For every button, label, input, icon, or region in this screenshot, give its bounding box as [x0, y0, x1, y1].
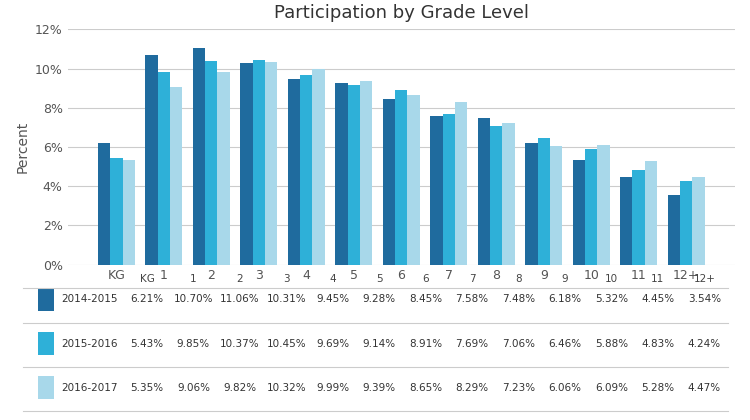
Text: 5.88%: 5.88% — [595, 339, 628, 349]
Bar — [146, 55, 158, 265]
Bar — [680, 181, 692, 265]
Text: 6.06%: 6.06% — [548, 383, 581, 393]
Bar — [300, 75, 313, 265]
Text: 9.06%: 9.06% — [177, 383, 210, 393]
Text: KG: KG — [140, 274, 154, 284]
Text: 9.45%: 9.45% — [316, 294, 350, 304]
Bar — [347, 85, 360, 265]
Text: 9.99%: 9.99% — [316, 383, 350, 393]
Bar — [217, 72, 229, 265]
Text: 11.06%: 11.06% — [220, 294, 260, 304]
Text: 7.23%: 7.23% — [502, 383, 535, 393]
Text: 6.09%: 6.09% — [595, 383, 628, 393]
Text: 10.31%: 10.31% — [266, 294, 306, 304]
Bar — [360, 81, 372, 265]
Bar — [122, 160, 135, 265]
Text: 7: 7 — [469, 274, 476, 284]
Text: 3: 3 — [283, 274, 290, 284]
FancyBboxPatch shape — [38, 288, 54, 311]
Text: 11: 11 — [651, 274, 664, 284]
Text: 7.06%: 7.06% — [502, 339, 535, 349]
Title: Participation by Grade Level: Participation by Grade Level — [274, 4, 529, 22]
Text: 2016-2017: 2016-2017 — [62, 383, 118, 393]
Text: 5.28%: 5.28% — [641, 383, 674, 393]
Text: 9.85%: 9.85% — [177, 339, 210, 349]
Bar — [395, 90, 407, 265]
Text: 5.43%: 5.43% — [130, 339, 164, 349]
Bar — [335, 83, 347, 265]
Bar — [550, 146, 562, 265]
Text: 6.18%: 6.18% — [548, 294, 581, 304]
Text: 10: 10 — [604, 274, 618, 284]
Bar — [240, 63, 253, 265]
Text: 8: 8 — [515, 274, 522, 284]
Bar — [668, 195, 680, 265]
Bar — [288, 79, 300, 265]
Bar — [620, 177, 632, 265]
FancyBboxPatch shape — [38, 376, 54, 399]
Text: 4.47%: 4.47% — [688, 383, 721, 393]
Text: 7.48%: 7.48% — [502, 294, 535, 304]
Text: 2014-2015: 2014-2015 — [62, 294, 118, 304]
Text: 6: 6 — [422, 274, 429, 284]
Bar — [253, 60, 265, 265]
Bar — [573, 160, 585, 265]
Text: 4.83%: 4.83% — [641, 339, 674, 349]
Bar — [585, 150, 597, 265]
Bar — [503, 123, 515, 265]
Bar — [193, 48, 206, 265]
Text: 6.21%: 6.21% — [130, 294, 164, 304]
Text: 10.32%: 10.32% — [266, 383, 306, 393]
Bar — [382, 99, 395, 265]
Text: 10.45%: 10.45% — [266, 339, 306, 349]
Bar — [98, 143, 110, 265]
Text: 4.45%: 4.45% — [641, 294, 674, 304]
Bar — [430, 116, 442, 265]
Bar — [692, 177, 705, 265]
Text: 9.14%: 9.14% — [362, 339, 396, 349]
Text: 3.54%: 3.54% — [688, 294, 721, 304]
Text: 4.24%: 4.24% — [688, 339, 721, 349]
Text: 7.69%: 7.69% — [455, 339, 489, 349]
Text: 5.32%: 5.32% — [595, 294, 628, 304]
Bar — [206, 61, 218, 265]
Bar — [538, 138, 550, 265]
Text: 9.39%: 9.39% — [362, 383, 396, 393]
Y-axis label: Percent: Percent — [15, 121, 29, 173]
Bar — [490, 126, 502, 265]
Bar — [525, 144, 538, 265]
Bar — [455, 102, 467, 265]
Text: 10.70%: 10.70% — [174, 294, 213, 304]
Text: 9.82%: 9.82% — [224, 383, 256, 393]
Bar — [313, 69, 325, 265]
Bar — [407, 95, 420, 265]
Text: 8.45%: 8.45% — [409, 294, 442, 304]
Text: 10.37%: 10.37% — [220, 339, 260, 349]
Text: 8.65%: 8.65% — [409, 383, 442, 393]
Text: 5: 5 — [376, 274, 382, 284]
Text: 9.69%: 9.69% — [316, 339, 350, 349]
Text: 5.35%: 5.35% — [130, 383, 164, 393]
Bar — [632, 170, 645, 265]
FancyBboxPatch shape — [38, 332, 54, 355]
Bar — [478, 118, 490, 265]
Text: 9: 9 — [562, 274, 568, 284]
Text: 7.58%: 7.58% — [455, 294, 489, 304]
Bar — [442, 114, 455, 265]
Bar — [110, 158, 122, 265]
Bar — [265, 62, 278, 265]
Bar — [645, 161, 657, 265]
Bar — [170, 87, 182, 265]
Text: 8.91%: 8.91% — [409, 339, 442, 349]
Text: 2: 2 — [236, 274, 243, 284]
Bar — [158, 71, 170, 265]
Text: 6.46%: 6.46% — [548, 339, 581, 349]
Text: 2015-2016: 2015-2016 — [62, 339, 118, 349]
Text: 12+: 12+ — [693, 274, 715, 284]
Text: 4: 4 — [329, 274, 336, 284]
Text: 8.29%: 8.29% — [455, 383, 489, 393]
Bar — [597, 145, 610, 265]
Text: 9.28%: 9.28% — [362, 294, 396, 304]
Text: 1: 1 — [190, 274, 196, 284]
